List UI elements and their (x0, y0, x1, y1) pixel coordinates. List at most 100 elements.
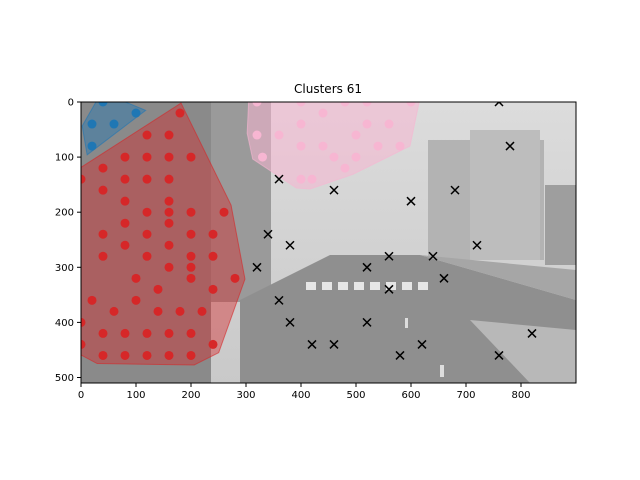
cluster-3-point (340, 163, 350, 173)
cluster-2-point (81, 174, 86, 184)
noise-point (329, 185, 339, 195)
cluster-2-point (219, 207, 229, 217)
cluster-2-point (164, 240, 174, 250)
y-tick-label: 500 (55, 373, 74, 384)
cluster-2-point (98, 229, 108, 239)
x-tick-label: 300 (236, 390, 255, 401)
y-tick-label: 0 (68, 98, 74, 109)
x-tick-label: 600 (401, 390, 420, 401)
y-axis: 0 100 200 300 400 500 (55, 98, 81, 384)
y-tick-label: 100 (55, 153, 74, 164)
noise-point (274, 295, 284, 305)
noise-point (472, 240, 482, 250)
cluster-2-point (98, 185, 108, 195)
noise-point (428, 251, 438, 261)
cluster-2-point (164, 174, 174, 184)
cluster-3-point (318, 141, 328, 151)
noise-point (274, 174, 284, 184)
cluster-3-point (252, 130, 262, 140)
cluster-2-point (98, 350, 108, 360)
noise-point (362, 317, 372, 327)
cluster-2-point (175, 306, 185, 316)
cluster-2-point (120, 240, 130, 250)
cluster-2-point (142, 251, 152, 261)
cluster-2-point (230, 273, 240, 283)
x-tick-label: 400 (291, 390, 310, 401)
cluster-2-point (153, 284, 163, 294)
cluster-2-point (87, 295, 97, 305)
noise-point (494, 350, 504, 360)
cluster-2-point (208, 284, 218, 294)
cluster-3-point (329, 152, 339, 162)
y-tick-label: 200 (55, 208, 74, 219)
noise-point (263, 229, 273, 239)
cluster-2-point (164, 328, 174, 338)
cluster-3-point (318, 108, 328, 118)
cluster-2-point (164, 130, 174, 140)
cluster-2-point (186, 262, 196, 272)
cluster-2-point (186, 207, 196, 217)
cluster-3-point (307, 174, 317, 184)
cluster-2-point (81, 339, 86, 349)
noise-point (527, 328, 537, 338)
cluster-2-point (208, 339, 218, 349)
cluster-3-point (274, 130, 284, 140)
cluster-2-point (186, 251, 196, 261)
noise-point (285, 240, 295, 250)
noise-point (384, 284, 394, 294)
cluster-points (81, 102, 537, 360)
cluster-2-point (164, 262, 174, 272)
cluster-2-point (98, 251, 108, 261)
cluster-1-point (109, 119, 119, 129)
cluster-2-point (120, 174, 130, 184)
x-tick-label: 200 (181, 390, 200, 401)
cluster-2-point (98, 328, 108, 338)
cluster-2-point (186, 229, 196, 239)
plot-frame (80, 101, 577, 384)
x-axis: 0 100 200 300 400 500 600 700 800 (78, 383, 531, 401)
cluster-2-point (208, 229, 218, 239)
noise-point (417, 339, 427, 349)
cluster-1-point (98, 102, 108, 107)
noise-point (406, 196, 416, 206)
cluster-2-point (142, 328, 152, 338)
cluster-3-point (406, 102, 416, 107)
cluster-2-point (197, 306, 207, 316)
noise-point (285, 317, 295, 327)
cluster-1-point (87, 141, 97, 151)
y-tick-label: 300 (55, 263, 74, 274)
noise-point (329, 339, 339, 349)
cluster-2-point (164, 350, 174, 360)
cluster-1-point (87, 119, 97, 129)
cluster-3-point (362, 102, 372, 107)
x-tick-label: 500 (346, 390, 365, 401)
noise-point (494, 102, 504, 107)
noise-point (362, 262, 372, 272)
cluster-2-point (175, 108, 185, 118)
chart-title: Clusters 61 (294, 82, 362, 96)
cluster-2-point (142, 229, 152, 239)
cluster-3-point (296, 141, 306, 151)
cluster-2-point (142, 130, 152, 140)
x-tick-label: 700 (456, 390, 475, 401)
cluster-2-point (131, 295, 141, 305)
noise-point (307, 339, 317, 349)
noise-point (505, 141, 515, 151)
x-tick-label: 0 (78, 390, 84, 401)
cluster-3-point (395, 141, 405, 151)
cluster-2-point (164, 207, 174, 217)
x-tick-label: 100 (126, 390, 145, 401)
cluster-2-point (120, 196, 130, 206)
cluster-2-point (186, 350, 196, 360)
cluster-hulls (81, 102, 420, 366)
noise-point (395, 350, 405, 360)
cluster-2-point (153, 306, 163, 316)
cluster-2-point (142, 152, 152, 162)
cluster-3-point (351, 152, 361, 162)
cluster-3-point (296, 102, 306, 107)
cluster-2-point (186, 152, 196, 162)
x-tick-label: 800 (511, 390, 530, 401)
noise-point (384, 251, 394, 261)
cluster-2-point (186, 328, 196, 338)
